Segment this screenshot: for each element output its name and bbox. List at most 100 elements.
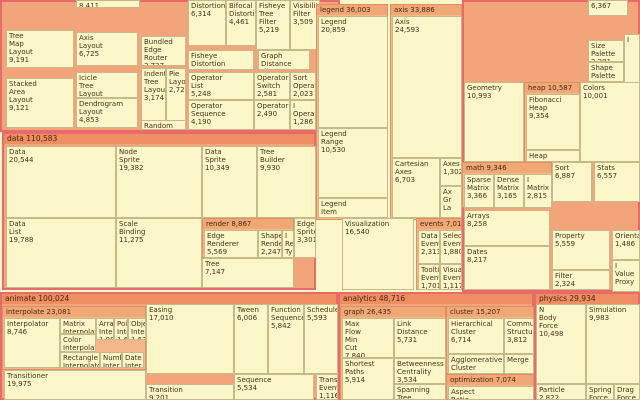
cell-node: 6,367 bbox=[588, 0, 628, 16]
group-header: physics 29,934 bbox=[536, 294, 638, 304]
group-name: graph bbox=[344, 308, 365, 316]
cell-label: Shape Palette bbox=[591, 64, 616, 80]
cell-label: Bundled Edge Router bbox=[144, 38, 173, 62]
cell-label: I Value Proxy bbox=[615, 262, 635, 286]
cell-label: Random bbox=[144, 122, 173, 130]
cell-value: 8,411 bbox=[79, 2, 100, 8]
cell-label: Color Interpolator bbox=[63, 336, 95, 352]
cell-visualization: Visualization 16,540 bbox=[342, 218, 414, 290]
group-value: 8,867 bbox=[229, 220, 252, 228]
cell-label: Stacked Area Layout bbox=[9, 80, 37, 104]
cell-label: Property bbox=[555, 232, 585, 240]
cell-sort: Sort 6,887 bbox=[552, 162, 592, 202]
cell-transition: Transition 9,201 bbox=[146, 384, 234, 400]
cell-fisheye-tree-filter: Fisheye Tree Filter 5,219 bbox=[256, 0, 290, 50]
cell-value: 11,275 bbox=[119, 236, 144, 244]
cell-shape-renderer: Shape Renderer2,247 bbox=[258, 230, 282, 258]
cell-label: Betweenness Centrality bbox=[397, 360, 444, 376]
cell-value: 1,629 bbox=[131, 336, 145, 340]
cell-label: Edge Sprite bbox=[297, 220, 316, 236]
cell-label: Tween bbox=[237, 306, 259, 314]
cell-orientation: Orientation1,486 bbox=[612, 230, 640, 260]
cell-value: 3,727 bbox=[144, 62, 165, 66]
cell-label: Icicle Tree Layout bbox=[79, 74, 103, 98]
cell-value: 9,201 bbox=[149, 394, 170, 400]
cell-label: Fisheye Tree Filter bbox=[259, 2, 286, 26]
cell-value: 3,174 bbox=[144, 94, 165, 102]
cell-value: 2,247 bbox=[261, 248, 282, 256]
cell-color-interpolator: Color Interpolator2,047 bbox=[60, 334, 96, 352]
group-header: heap 10,587 bbox=[525, 83, 579, 93]
cell-label: Node Sprite bbox=[119, 148, 140, 164]
cell-value: 2,291 bbox=[591, 58, 612, 62]
cell-value: 1,302 bbox=[443, 168, 462, 176]
cell-label: Sort Operator bbox=[293, 74, 315, 90]
cell-value: 1,675 bbox=[117, 336, 128, 340]
cell-label: Dates bbox=[467, 248, 488, 256]
cell-operator-switch: Operator Switch 2,581 bbox=[254, 72, 290, 100]
cell-value: 8,746 bbox=[7, 328, 28, 336]
cell-label: Link Distance bbox=[397, 320, 428, 336]
cell-random: Random bbox=[141, 120, 186, 130]
cell-value: 3,534 bbox=[397, 376, 418, 384]
group-header: graph 26,435 bbox=[341, 307, 445, 317]
group-header: interpolate 23,081 bbox=[3, 307, 145, 317]
cell-value: 5,219 bbox=[259, 26, 280, 34]
cell-label: Tree Builder bbox=[260, 148, 285, 164]
cell-value: 6,887 bbox=[555, 172, 576, 180]
group-name: animate bbox=[5, 294, 36, 303]
cell-value: 9,354 bbox=[529, 112, 550, 120]
group-value: 48,716 bbox=[376, 294, 406, 303]
cell-label: Function Sequence bbox=[271, 306, 304, 322]
cell-value: 1,880 bbox=[443, 248, 462, 256]
cell-label: Indent Tree Layout bbox=[144, 70, 166, 94]
cell-label: Operator Switch bbox=[257, 74, 289, 90]
cell-value: 5,593 bbox=[307, 314, 328, 322]
cell-label: Select Event bbox=[443, 232, 462, 248]
group-header: legend 36,003 bbox=[317, 5, 387, 15]
cell-label: Matrix Interpolator bbox=[63, 320, 95, 334]
cell-transitioner: Transitioner 19,975 bbox=[4, 370, 146, 400]
cell-value: 10,349 bbox=[205, 164, 230, 172]
cell-value: 17,010 bbox=[149, 314, 174, 322]
cell-function-sequence: Function Sequence 5,842 bbox=[268, 304, 304, 374]
cell-label: Dendrogram Layout bbox=[79, 100, 124, 116]
cell-value: 20,544 bbox=[9, 156, 34, 164]
cell-community-structure: Community Structure3,812 bbox=[504, 318, 534, 354]
group-header: optimization 7,074 bbox=[447, 375, 533, 385]
cell-value: 6,367 bbox=[591, 2, 612, 10]
cell-label: Data Sprite bbox=[205, 148, 226, 164]
cell-label: Geometry bbox=[467, 84, 502, 92]
cell-label: Colors bbox=[583, 84, 605, 92]
group-header: events 7,019 bbox=[417, 219, 461, 229]
cell-value: 5,534 bbox=[237, 384, 258, 392]
cell-label: Cartesian Axes bbox=[395, 160, 429, 176]
cell-dendrogram-layout: Dendrogram Layout 4,853 bbox=[76, 98, 138, 128]
cell-value: 6,557 bbox=[597, 172, 618, 180]
group-value: 29,934 bbox=[566, 294, 596, 303]
cell-i-render-typ: I Render Typ bbox=[282, 230, 294, 258]
group-name: math bbox=[466, 164, 485, 172]
cell-value: 9,191 bbox=[9, 56, 30, 64]
cell-value: 4,461 bbox=[229, 18, 250, 26]
cell-value: 9,121 bbox=[9, 104, 30, 112]
cell-label: Merge bbox=[507, 356, 529, 364]
cell-value: 4,614 bbox=[321, 216, 385, 217]
group-value: 100,024 bbox=[35, 294, 70, 303]
cell-axis-layout: Axis Layout 6,725 bbox=[76, 32, 138, 66]
cell-value: 1,701 bbox=[421, 282, 440, 290]
cell-value: 4,853 bbox=[79, 116, 100, 124]
cell-label: Operator bbox=[257, 102, 289, 110]
cell-label: Hierarchical Cluster bbox=[451, 320, 493, 336]
cell-tree-builder: Tree Builder 9,930 bbox=[257, 146, 316, 218]
cell-label: Sparse Matrix bbox=[467, 176, 492, 192]
cell-label: Legend Item bbox=[321, 200, 347, 216]
cell-label: Ax Gr La bbox=[443, 188, 452, 212]
cell-axes: Axes 1,302 bbox=[440, 158, 462, 186]
cell-data: Data 20,544 bbox=[6, 146, 116, 218]
